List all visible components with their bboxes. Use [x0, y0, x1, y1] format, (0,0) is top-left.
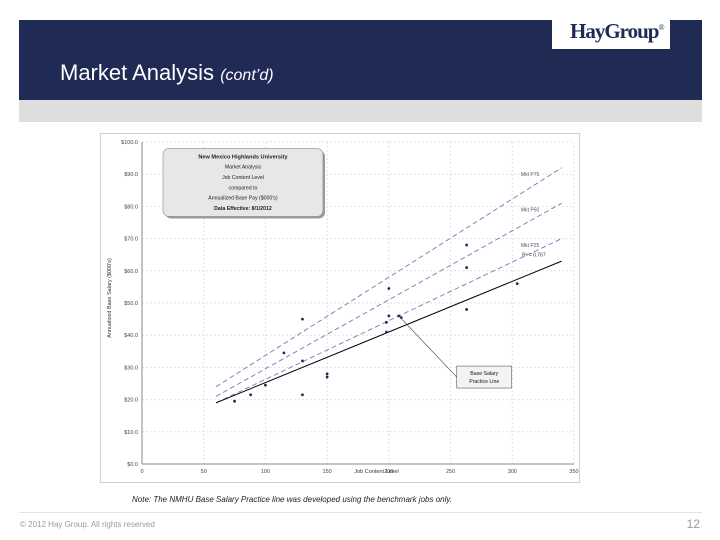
x-axis-label: Job Content Level [354, 469, 398, 475]
series-line-mkt-p75 [215, 167, 562, 388]
y-tick-label: $90.0 [124, 172, 138, 178]
x-tick-label: 150 [323, 469, 332, 475]
subheader-band [19, 100, 702, 122]
y-axis-label: Annualized Base Salary ($000's) [107, 258, 113, 338]
callout-box [456, 365, 513, 389]
y-tick-label: $20.0 [124, 398, 138, 404]
y-tick-label: $60.0 [124, 269, 138, 275]
title-box-line: Job Content Level [222, 175, 264, 181]
data-point [465, 266, 469, 269]
x-tick-label: 250 [446, 469, 455, 475]
logo-mark: ® [658, 23, 664, 32]
series-line-mkt-p50 [215, 202, 562, 397]
data-point [325, 375, 329, 379]
footnote: Note: The NMHU Base Salary Practice line… [132, 495, 453, 504]
x-tick-label: 50 [201, 469, 207, 475]
data-point [233, 399, 236, 403]
title-box-line: compared to [229, 185, 258, 191]
data-point [301, 359, 304, 363]
data-point [387, 287, 391, 290]
series-label: Mkt P75 [521, 172, 540, 178]
data-point [384, 320, 388, 324]
page-title-text: Market Analysis [60, 60, 215, 85]
data-point [301, 393, 304, 397]
y-tick-label: $80.0 [124, 204, 138, 210]
callout-leader [398, 315, 457, 378]
data-point [325, 372, 329, 376]
series-line-base-salary-practice-line [215, 260, 562, 404]
callout-label-line1: Base Salary [470, 371, 498, 377]
footer-divider [19, 512, 702, 513]
y-tick-label: $40.0 [124, 333, 138, 339]
data-point [515, 282, 519, 286]
copyright: © 2012 Hay Group. All rights reserved [20, 520, 155, 529]
y-tick-label: $50.0 [124, 301, 138, 307]
title-box [162, 148, 324, 217]
data-point [387, 314, 391, 318]
r-squared-label: R² = 0.767 [522, 253, 546, 259]
series-label: Mkt P50 [521, 208, 540, 214]
logo-text: HayGroup [570, 19, 659, 43]
title-box-line: Data Effective: 8/1/2012 [214, 206, 272, 212]
x-tick-label: 200 [384, 469, 393, 475]
y-tick-label: $10.0 [124, 430, 138, 436]
page-title: Market Analysis (cont’d) [60, 60, 274, 86]
series-label: Mkt P25 [521, 243, 540, 249]
data-point [249, 393, 253, 397]
data-point [282, 351, 286, 355]
callout-label-line2: Practice Line [469, 379, 499, 385]
data-point [465, 308, 469, 311]
page-title-subtitle: (cont’d) [220, 67, 274, 84]
title-box-line: Market Analysis [225, 165, 262, 171]
data-point [465, 243, 469, 247]
hay-group-logo: HayGroup® [570, 19, 665, 44]
page-number: 12 [686, 517, 700, 531]
x-tick-label: 0 [140, 469, 143, 475]
x-tick-label: 100 [261, 469, 270, 475]
data-point [399, 316, 403, 319]
x-tick-label: 350 [569, 469, 578, 475]
data-point [301, 317, 304, 321]
y-tick-label: $70.0 [124, 237, 138, 243]
data-point [264, 383, 267, 387]
y-tick-label: $30.0 [124, 365, 138, 371]
title-box-line: New Mexico Highlands University [198, 154, 288, 160]
x-tick-label: 300 [508, 469, 517, 475]
data-point [384, 330, 388, 334]
title-box-line: Annualized Base Pay ($000's) [208, 196, 278, 202]
logo-box [552, 20, 670, 49]
market-analysis-chart: $0.0 $10.0 $20.0 $30.0 $40.0 $50.0 $60.0 $70.0 $… [100, 133, 580, 483]
y-tick-label: $100.0 [121, 140, 138, 146]
y-tick-label: $0.0 [127, 462, 138, 468]
